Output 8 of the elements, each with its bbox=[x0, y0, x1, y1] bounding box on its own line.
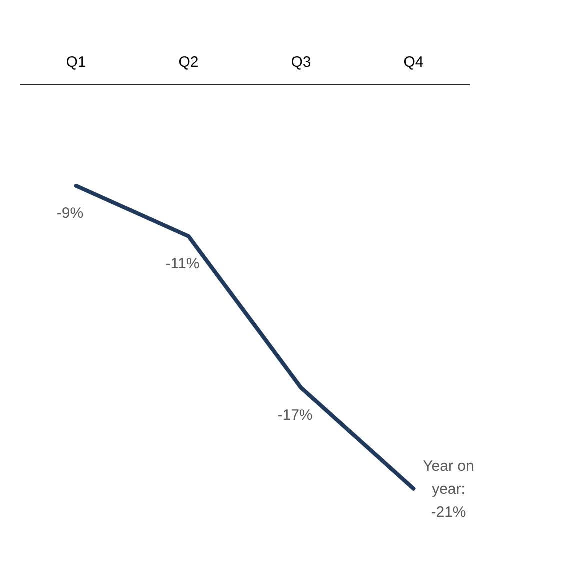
x-tick-label: Q1 bbox=[66, 54, 86, 71]
data-label: -11% bbox=[166, 255, 200, 272]
data-label: -9% bbox=[56, 204, 84, 222]
data-label: Year on year: -21% bbox=[423, 458, 474, 521]
x-tick-label: Q3 bbox=[291, 54, 312, 71]
x-tick-label: Q4 bbox=[404, 54, 424, 71]
x-tick-label: Q2 bbox=[178, 54, 199, 71]
data-label: -17% bbox=[278, 406, 313, 424]
